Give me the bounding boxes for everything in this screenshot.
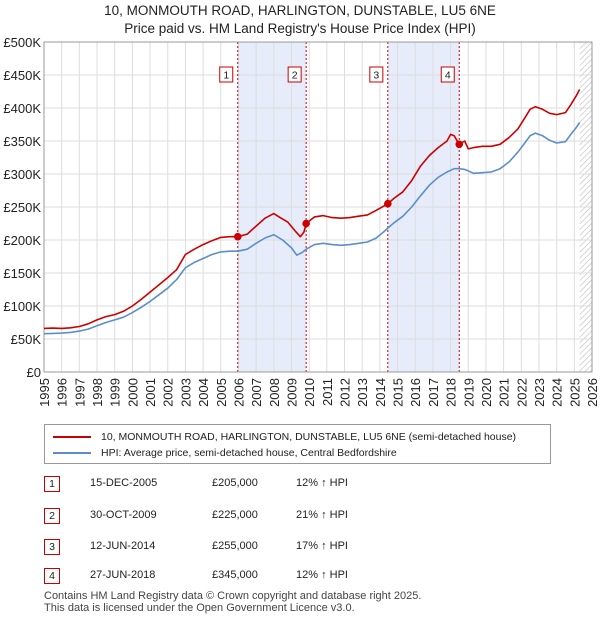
x-tick-label: 1999: [108, 378, 123, 407]
x-tick-label: 2021: [497, 378, 512, 407]
transaction-number: 1: [44, 476, 60, 492]
x-tick-label: 2016: [408, 378, 423, 407]
transaction-date: 15-DEC-2005: [90, 477, 158, 489]
transaction-date: 12-JUN-2014: [90, 540, 156, 552]
sale-number-label: 4: [445, 70, 451, 82]
property-price-line: [43, 89, 581, 330]
transaction-date: 30-OCT-2009: [90, 509, 157, 521]
sale-number-box: [440, 66, 455, 83]
y-tick-label: £250K: [3, 200, 41, 215]
x-tick-label: 2023: [532, 378, 547, 407]
x-tick-label: 2011: [320, 378, 335, 406]
sale-number-label: 1: [223, 70, 229, 82]
transaction-row: 1 15-DEC-2005 £205,000 12% ↑ HPI: [44, 476, 444, 492]
chart-subtitle: Price paid vs. HM Land Registry's House …: [124, 21, 476, 36]
y-tick-label: £350K: [3, 134, 41, 149]
legend-swatch-hpi: [53, 452, 91, 454]
footer-licence: This data is licensed under the Open Gov…: [44, 602, 355, 614]
transaction-row: 2 30-OCT-2009 £225,000 21% ↑ HPI: [44, 508, 444, 524]
y-tick-label: £100K: [3, 299, 41, 314]
x-tick-label: 2014: [373, 378, 388, 407]
sale-point: [384, 199, 392, 208]
transaction-hpi: 21% ↑ HPI: [296, 509, 348, 521]
sale-number-label: 2: [292, 70, 298, 82]
x-tick-label: 1996: [55, 378, 70, 407]
legend-label-property: 10, MONMOUTH ROAD, HARLINGTON, DUNSTABLE…: [101, 431, 517, 443]
transaction-number: 2: [44, 508, 60, 524]
transaction-hpi: 12% ↑ HPI: [296, 477, 348, 489]
transaction-hpi: 17% ↑ HPI: [296, 540, 348, 552]
x-tick-label: 2000: [125, 378, 140, 407]
sale-number-box: [287, 66, 302, 83]
x-tick-label: 2013: [355, 378, 370, 407]
y-tick-label: £0: [27, 365, 41, 380]
x-tick-label: 2012: [338, 378, 353, 407]
x-tick-label: 2004: [196, 378, 211, 407]
x-tick-label: 2025: [567, 378, 582, 407]
x-tick-label: 2007: [249, 378, 264, 407]
y-tick-label: £300K: [3, 167, 41, 182]
sale-point: [302, 219, 310, 228]
transaction-price: £345,000: [212, 569, 258, 581]
x-tick-label: 2008: [267, 378, 282, 407]
transaction-number: 3: [44, 539, 60, 555]
legend: 10, MONMOUTH ROAD, HARLINGTON, DUNSTABLE…: [44, 424, 551, 464]
x-tick-label: 2026: [585, 378, 600, 407]
x-tick-label: 2019: [461, 378, 476, 407]
sale-point: [455, 140, 464, 149]
plot-frame: [43, 41, 593, 373]
transaction-price: £255,000: [212, 540, 258, 552]
x-tick-label: 2024: [550, 378, 565, 407]
legend-swatch-property: [53, 436, 91, 438]
y-tick-label: £50K: [11, 332, 42, 347]
x-tick-label: 2020: [479, 378, 494, 407]
x-tick-label: 2015: [391, 378, 406, 407]
x-tick-label: 2022: [514, 378, 529, 407]
transaction-number: 4: [44, 568, 60, 584]
legend-item-hpi: HPI: Average price, semi-detached house,…: [53, 447, 397, 459]
x-tick-label: 1998: [90, 378, 105, 407]
x-tick-label: 2002: [161, 378, 176, 407]
legend-item-property: 10, MONMOUTH ROAD, HARLINGTON, DUNSTABLE…: [53, 431, 516, 443]
sale-number-label: 3: [373, 70, 379, 82]
x-tick-label: 2010: [302, 378, 317, 407]
x-tick-label: 2006: [231, 378, 246, 407]
chart-title: 10, MONMOUTH ROAD, HARLINGTON, DUNSTABLE…: [104, 3, 496, 18]
footer-copyright: Contains HM Land Registry data © Crown c…: [44, 590, 422, 602]
transaction-row: 4 27-JUN-2018 £345,000 12% ↑ HPI: [44, 568, 444, 584]
hpi-line: [43, 122, 581, 335]
transaction-price: £205,000: [212, 477, 258, 489]
sale-point: [233, 232, 242, 241]
transaction-price: £225,000: [212, 509, 258, 521]
x-tick-label: 2001: [143, 378, 158, 407]
x-tick-label: 1995: [37, 378, 52, 407]
y-tick-label: £450K: [3, 68, 41, 83]
price-chart: 1 2 3 4 £0 £50K £100K £150K £200K £250K £300K £350K…: [3, 35, 600, 407]
transaction-date: 27-JUN-2018: [90, 569, 156, 581]
x-tick-label: 2005: [214, 378, 229, 407]
x-tick-label: 2017: [426, 378, 441, 407]
legend-label-hpi: HPI: Average price, semi-detached house,…: [101, 447, 397, 459]
y-tick-label: £500K: [3, 35, 41, 50]
sale-number-box: [369, 66, 384, 83]
sale-number-box: [219, 66, 234, 83]
y-tick-label: £200K: [3, 233, 41, 248]
x-tick-label: 2003: [178, 378, 193, 407]
x-tick-label: 1997: [72, 378, 87, 407]
transaction-hpi: 12% ↑ HPI: [296, 569, 348, 581]
x-tick-label: 2009: [284, 378, 299, 407]
y-tick-label: £150K: [3, 266, 41, 281]
transaction-row: 3 12-JUN-2014 £255,000 17% ↑ HPI: [44, 539, 444, 555]
x-tick-label: 2018: [444, 378, 459, 407]
y-tick-label: £400K: [3, 101, 41, 116]
